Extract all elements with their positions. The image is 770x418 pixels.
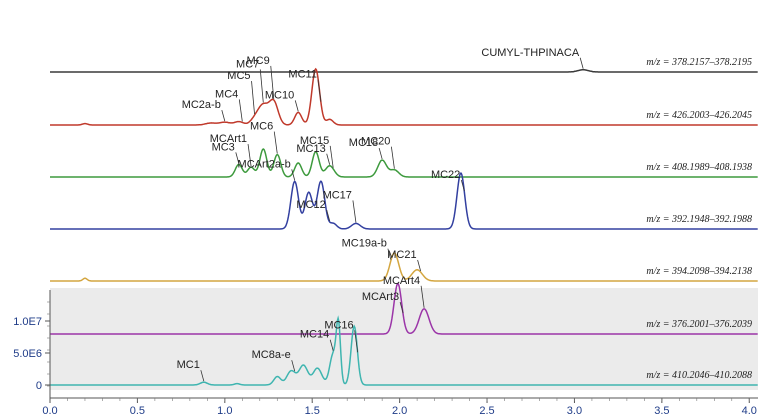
peak-label: MC16 (324, 319, 353, 331)
trace-line (50, 69, 758, 73)
y-tick-label: 5.0E6 (13, 348, 42, 360)
mz-label-group: m/z = 378.2157–378.2195 m/z = 426.2003–42… (646, 57, 752, 381)
peak-leader-line (273, 131, 278, 154)
peak-leader-line (270, 65, 275, 99)
trace-line (50, 172, 758, 230)
peak-label: MC21 (387, 249, 416, 261)
mz-label: m/z = 408.1989–408.1938 (646, 162, 752, 173)
peak-leader-line (460, 179, 465, 192)
peak-leader-line (352, 200, 357, 223)
x-tick-label: 3.0 (567, 405, 582, 417)
mz-label: m/z = 410.2046–410.2088 (646, 370, 752, 381)
x-tick-label: 4.0 (742, 405, 757, 417)
peak-label: MC10 (265, 89, 294, 101)
x-tick-label: 3.5 (654, 405, 669, 417)
peak-label: MC19a-b (342, 238, 387, 250)
peak-label: MC13 (296, 143, 325, 155)
peak-label: MC8a-e (252, 349, 291, 361)
y-tick-group: 0 5.0E6 1.0E7 (13, 301, 50, 392)
peak-label: MCArt3 (362, 291, 399, 303)
x-tick-label: 2.5 (479, 405, 494, 417)
peak-leader-line (326, 209, 331, 222)
peak-label: MCArt1 (210, 133, 247, 145)
mz-label: m/z = 426.2003–426.2045 (646, 110, 752, 121)
lower-panel-background (50, 288, 758, 390)
x-tick-group: 0.0 0.5 1.0 1.5 2.0 2.5 3.0 3.5 4.0 (42, 398, 757, 417)
peak-label: MC1 (177, 359, 200, 371)
peak-leader-line (291, 360, 296, 372)
peak-label: MC2a-b (182, 99, 221, 111)
peak-label: MC9 (247, 55, 270, 67)
trace-line (50, 67, 758, 126)
trace-line (50, 283, 758, 335)
trace-group (50, 67, 758, 386)
peak-leader-line (390, 146, 395, 169)
peak-leader-line (238, 99, 243, 122)
peak-label: MCArt2a-b (238, 158, 291, 170)
x-tick-label: 0.0 (42, 405, 57, 417)
peak-leader-line (579, 57, 584, 69)
peak-leader-line (354, 330, 359, 353)
peak-leader-line (294, 100, 299, 112)
x-tick-label: 0.5 (130, 405, 145, 417)
peak-leader-line (399, 302, 404, 314)
peak-label: MC11 (288, 69, 317, 81)
peak-leader-line (329, 145, 334, 168)
peak-label: MC12 (296, 199, 325, 211)
peak-leader-line (420, 285, 425, 308)
peak-label: MC3 (212, 141, 235, 153)
mz-label: m/z = 392.1948–392.1988 (646, 214, 752, 225)
peak-label: MCArt4 (383, 275, 420, 287)
peak-leader-line (291, 169, 296, 181)
trace-line (50, 252, 758, 282)
x-tick-label: 1.5 (305, 405, 320, 417)
peak-label: MC18 (349, 137, 378, 149)
peak-label: MC5 (227, 70, 250, 82)
x-tick-label: 1.0 (217, 405, 232, 417)
mz-label: m/z = 376.2001–376.2039 (646, 319, 752, 330)
trace-line (50, 315, 758, 386)
peak-leader-line (317, 79, 322, 102)
peak-label: MC6 (250, 121, 273, 133)
peak-leader-line (378, 147, 383, 160)
peak-leader-line (235, 152, 240, 164)
peak-label: CUMYL-THPINACA (481, 47, 579, 59)
peak-label: MC7 (236, 58, 259, 70)
y-tick-label: 0 (36, 380, 42, 392)
peak-label: MC20 (361, 136, 390, 148)
mz-label: m/z = 378.2157–378.2195 (646, 57, 752, 68)
peak-label: MC4 (215, 88, 238, 100)
peak-label: MC17 (323, 189, 352, 201)
trace-line (50, 148, 758, 178)
peak-label: MC15 (300, 135, 329, 147)
peak-leader-line (387, 248, 392, 260)
peak-leader-line (251, 81, 255, 115)
peak-leader-line (200, 370, 205, 382)
peak-leader-line (417, 259, 421, 272)
peak-label: MC14 (300, 329, 329, 341)
peak-leader-line (329, 339, 334, 351)
y-tick-label: 1.0E7 (13, 316, 42, 328)
peak-leader-line (221, 110, 226, 122)
x-tick-label: 2.0 (392, 405, 407, 417)
peak-leader-line (259, 69, 264, 103)
peak-leader-line (247, 144, 252, 167)
peak-leader-line (326, 153, 331, 165)
peak-label: MC22 (431, 169, 460, 181)
mz-label: m/z = 394.2098–394.2138 (646, 266, 752, 277)
